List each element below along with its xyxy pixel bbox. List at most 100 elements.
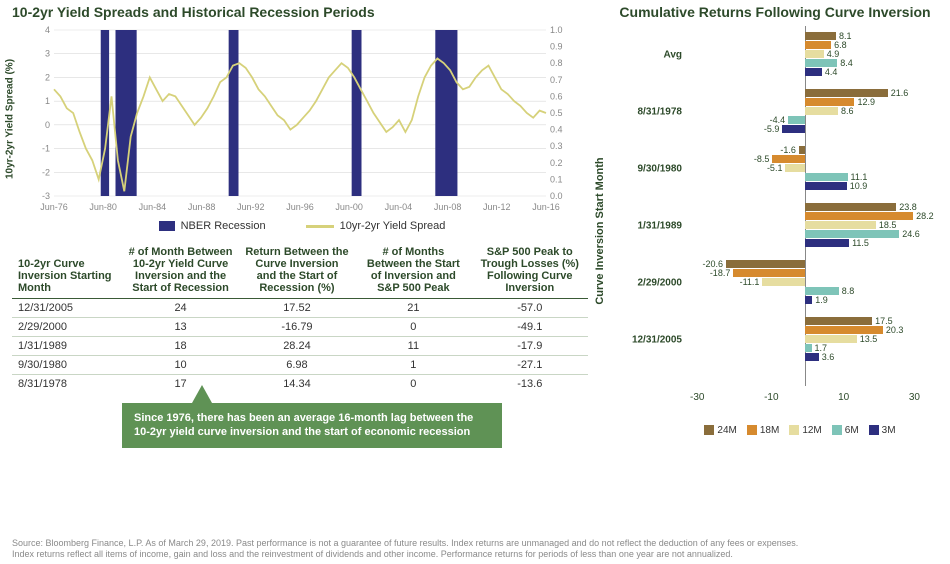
bar (799, 146, 805, 154)
bar (788, 116, 805, 124)
bar-value-label: 18.5 (879, 220, 897, 230)
legend-swatch-spread (306, 225, 334, 228)
bar-group-label: 9/30/1980 (612, 163, 682, 174)
svg-text:0.2: 0.2 (550, 158, 563, 168)
bar (805, 335, 857, 343)
legend-swatch (747, 425, 757, 435)
bar-value-label: 11.5 (852, 238, 869, 248)
returns-bar-chart: Curve Inversion Start Month Avg8.16.84.9… (610, 26, 930, 436)
bar-group: 1/31/198923.828.218.524.611.5 (690, 203, 920, 248)
bar-value-label: 4.9 (827, 49, 840, 59)
bar-group: 9/30/1980-1.6-8.5-5.111.110.9 (690, 146, 920, 191)
svg-text:Jun-12: Jun-12 (483, 202, 511, 212)
bar-value-label: 1.9 (815, 295, 828, 305)
table-header: Return Between the Curve Inversion and t… (239, 242, 355, 299)
bar-group-label: Avg (612, 49, 682, 60)
table-header: # of Month Between 10-2yr Yield Curve In… (122, 242, 238, 299)
table-cell: -57.0 (472, 299, 588, 318)
bar-value-label: 20.3 (886, 325, 904, 335)
svg-text:Jun-76: Jun-76 (40, 202, 68, 212)
bar (805, 182, 847, 190)
bar-value-label: 8.8 (842, 286, 855, 296)
table-header: S&P 500 Peak to Trough Losses (%) Follow… (472, 242, 588, 299)
bar (805, 107, 838, 115)
svg-text:0.8: 0.8 (550, 58, 563, 68)
table-cell: 1/31/1989 (12, 337, 122, 356)
bar (805, 344, 812, 352)
table-cell: 17.52 (239, 299, 355, 318)
bar (805, 296, 812, 304)
bar-group: Avg8.16.84.98.44.4 (690, 32, 920, 77)
bar (805, 239, 849, 247)
x-tick: 10 (838, 392, 849, 408)
legend-item: 12M (789, 425, 821, 436)
callout-text: Since 1976, there has been an average 16… (122, 403, 502, 448)
table-cell: 1 (355, 356, 471, 375)
svg-text:0.1: 0.1 (550, 174, 563, 184)
bar (805, 89, 888, 97)
legend-swatch (789, 425, 799, 435)
svg-text:0.3: 0.3 (550, 141, 563, 151)
bar-value-label: -5.9 (764, 124, 780, 134)
callout: Since 1976, there has been an average 16… (122, 403, 592, 448)
bar (805, 98, 854, 106)
svg-text:0.6: 0.6 (550, 91, 563, 101)
svg-text:Jun-96: Jun-96 (286, 202, 314, 212)
svg-text:0.7: 0.7 (550, 75, 563, 85)
legend-swatch (832, 425, 842, 435)
svg-text:Jun-00: Jun-00 (335, 202, 363, 212)
table-row: 1/31/19891828.2411-17.9 (12, 337, 588, 356)
table-header: 10-2yr Curve Inversion Starting Month (12, 242, 122, 299)
bar-value-label: 13.5 (860, 334, 878, 344)
bar (805, 32, 836, 40)
table-cell: 11 (355, 337, 471, 356)
table-cell: 10 (122, 356, 238, 375)
right-x-axis: -30 -10 10 30 (690, 392, 920, 408)
svg-text:Jun-84: Jun-84 (139, 202, 167, 212)
bar-value-label: 4.4 (825, 67, 838, 77)
bar (726, 260, 805, 268)
bar (805, 59, 837, 67)
bar (805, 68, 822, 76)
bar-value-label: -1.6 (780, 145, 796, 155)
line-chart-svg: -3-2-1012340.00.10.20.30.40.50.60.70.80.… (20, 24, 580, 214)
table-header: # of Months Between the Start of Inversi… (355, 242, 471, 299)
yield-spread-chart: 10yr-2yr Yield Spread (%) -3-2-1012340.0… (20, 24, 580, 214)
bar-group-label: 2/29/2000 (612, 277, 682, 288)
table-cell: 0 (355, 318, 471, 337)
bar-value-label: 12.9 (857, 97, 875, 107)
svg-text:Jun-04: Jun-04 (385, 202, 413, 212)
bar (772, 155, 805, 163)
x-tick: -30 (690, 392, 704, 408)
legend-swatch (869, 425, 879, 435)
legend-item: 24M (704, 425, 736, 436)
table-cell: 12/31/2005 (12, 299, 122, 318)
bar (785, 164, 805, 172)
table-cell: -49.1 (472, 318, 588, 337)
table-row: 12/31/20052417.5221-57.0 (12, 299, 588, 318)
x-tick: 30 (909, 392, 920, 408)
svg-text:Jun-08: Jun-08 (434, 202, 462, 212)
legend-swatch (704, 425, 714, 435)
table-cell: 13 (122, 318, 238, 337)
bar-group-label: 12/31/2005 (612, 334, 682, 345)
bar (805, 317, 872, 325)
source-footer: Source: Bloomberg Finance, L.P. As of Ma… (12, 538, 932, 561)
right-y-axis-label: Curve Inversion Start Month (594, 157, 606, 304)
svg-text:Jun-16: Jun-16 (532, 202, 560, 212)
right-chart-legend: 24M18M12M6M3M (670, 425, 930, 436)
svg-text:-2: -2 (42, 167, 50, 177)
bar-value-label: -11.1 (740, 277, 760, 287)
table-cell: 2/29/2000 (12, 318, 122, 337)
bar-value-label: 3.6 (822, 352, 835, 362)
table-cell: -27.1 (472, 356, 588, 375)
svg-text:2: 2 (45, 72, 50, 82)
table-cell: 9/30/1980 (12, 356, 122, 375)
x-tick: -10 (764, 392, 778, 408)
bar-group: 12/31/200517.520.313.51.73.6 (690, 317, 920, 362)
svg-text:-3: -3 (42, 191, 50, 201)
svg-text:0.9: 0.9 (550, 42, 563, 52)
svg-text:0.5: 0.5 (550, 108, 563, 118)
footer-line-2: Index returns reflect all items of incom… (12, 549, 932, 560)
bar-value-label: 8.4 (840, 58, 853, 68)
